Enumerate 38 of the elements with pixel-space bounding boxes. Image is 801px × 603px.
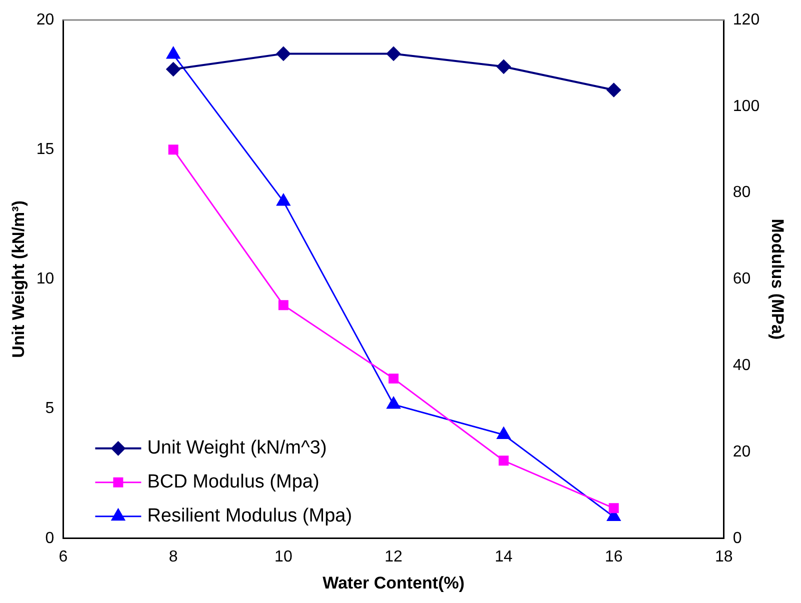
x-tick-label: 14	[494, 548, 513, 566]
y2-tick-label: 100	[732, 98, 760, 115]
point	[386, 396, 400, 409]
y2-tick-label: 0	[732, 530, 742, 547]
y2-tick-label: 120	[732, 11, 760, 28]
point	[166, 62, 180, 76]
point	[498, 456, 509, 466]
y2-tick-label: 20	[732, 443, 751, 460]
x-tick-label: 8	[168, 548, 178, 566]
y-axis-title: Unit Weight (kN/m³)	[8, 200, 28, 358]
x-axis-title: Water Content(%)	[322, 573, 465, 592]
y2-tick-label: 60	[732, 270, 751, 288]
legend-label: Resilient Modulus (Mpa)	[147, 506, 352, 527]
y2-tick-label: 40	[732, 357, 751, 374]
y-tick-label: 20	[36, 11, 54, 28]
x-tick-label: 6	[58, 548, 68, 566]
point	[166, 46, 180, 59]
legend-label: Unit Weight (kN/m^3)	[147, 438, 327, 459]
x-tick-label: 10	[274, 548, 292, 566]
legend-label: BCD Modulus (Mpa)	[147, 472, 320, 493]
point	[276, 46, 290, 61]
x-tick-label: 16	[604, 548, 623, 566]
y-tick-label: 5	[45, 400, 54, 418]
point	[386, 46, 401, 61]
y2-tick-label: 80	[732, 184, 751, 202]
point	[608, 503, 619, 514]
x-tick-label: 18	[715, 548, 733, 566]
point	[168, 144, 178, 155]
point	[278, 300, 288, 310]
point	[606, 82, 621, 97]
y-tick-label: 15	[36, 141, 54, 158]
point	[388, 374, 399, 384]
x-tick-label: 12	[384, 548, 403, 566]
point	[276, 194, 290, 206]
y-tick-label: 10	[36, 270, 54, 288]
y-tick-label: 0	[45, 530, 54, 547]
point	[496, 60, 511, 74]
y2-axis-title: Modulus (MPa)	[768, 218, 788, 340]
